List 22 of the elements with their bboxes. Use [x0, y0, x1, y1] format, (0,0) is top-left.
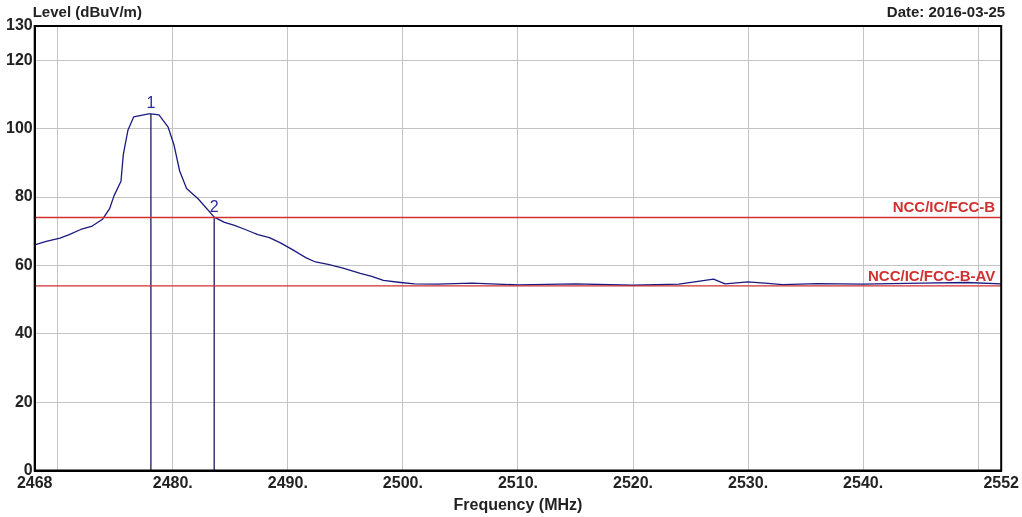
x-tick-label: 2540. — [843, 473, 884, 491]
ref-line-label: NCC/IC/FCC-B-AV — [867, 266, 996, 284]
y-tick-label: 80 — [14, 187, 33, 205]
x-tick-label: 2480. — [152, 473, 193, 491]
y-tick-label: 20 — [14, 392, 33, 410]
x-tick-label: 2530. — [728, 473, 769, 491]
y-axis-title: Level (dBuV/m) — [32, 2, 142, 20]
x-tick-label: 2552 — [983, 473, 1020, 491]
y-tick-label: 130 — [5, 16, 33, 34]
y-tick-label: 60 — [14, 255, 33, 273]
x-axis-title: Frequency (MHz) — [453, 495, 583, 513]
y-tick-label: 40 — [14, 324, 33, 342]
x-tick-label: 2490. — [267, 473, 308, 491]
x-tick-label: 2500. — [382, 473, 423, 491]
x-tick-label: 2510. — [497, 473, 538, 491]
text: Date: 2016-03-25 — [886, 2, 1006, 20]
y-tick-label: 120 — [5, 50, 33, 68]
y-tick-label: 100 — [5, 119, 33, 137]
annotation: 2 — [209, 197, 219, 215]
x-tick-label: 2520. — [612, 473, 654, 491]
annotation: 1 — [146, 94, 156, 112]
ref-line-label: NCC/IC/FCC-B — [892, 198, 996, 216]
